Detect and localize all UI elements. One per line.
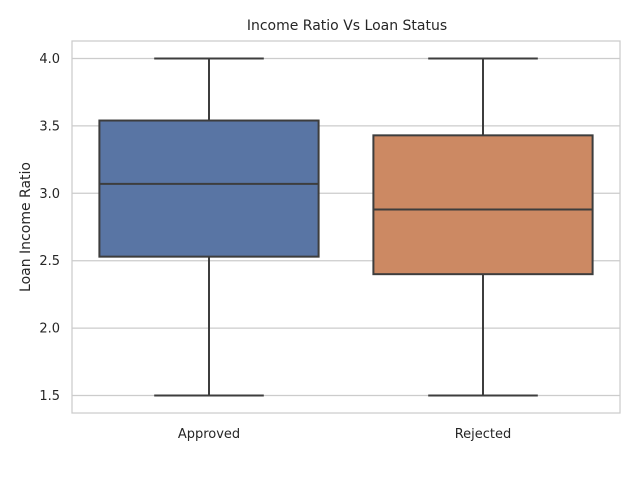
box-rejected bbox=[372, 57, 594, 397]
box-approved bbox=[98, 57, 320, 397]
x-tick-label: Rejected bbox=[455, 427, 512, 442]
y-tick-label: 2.5 bbox=[39, 254, 60, 269]
y-tick-label: 3.5 bbox=[39, 119, 60, 134]
x-tick-labels: Approved Rejected bbox=[178, 427, 511, 442]
chart-title: Income Ratio Vs Loan Status bbox=[247, 18, 447, 34]
y-tick-labels: 1.5 2.0 2.5 3.0 3.5 4.0 bbox=[39, 52, 60, 404]
y-tick-label: 3.0 bbox=[39, 187, 60, 202]
y-tick-label: 4.0 bbox=[39, 52, 60, 67]
iqr-box bbox=[372, 134, 594, 276]
y-tick-label: 1.5 bbox=[39, 389, 60, 404]
y-tick-label: 2.0 bbox=[39, 322, 60, 337]
y-axis-label: Loan Income Ratio bbox=[18, 162, 34, 292]
boxes bbox=[98, 57, 594, 397]
plot-frame bbox=[71, 40, 621, 414]
x-tick-label: Approved bbox=[178, 427, 240, 442]
iqr-box bbox=[98, 119, 320, 258]
